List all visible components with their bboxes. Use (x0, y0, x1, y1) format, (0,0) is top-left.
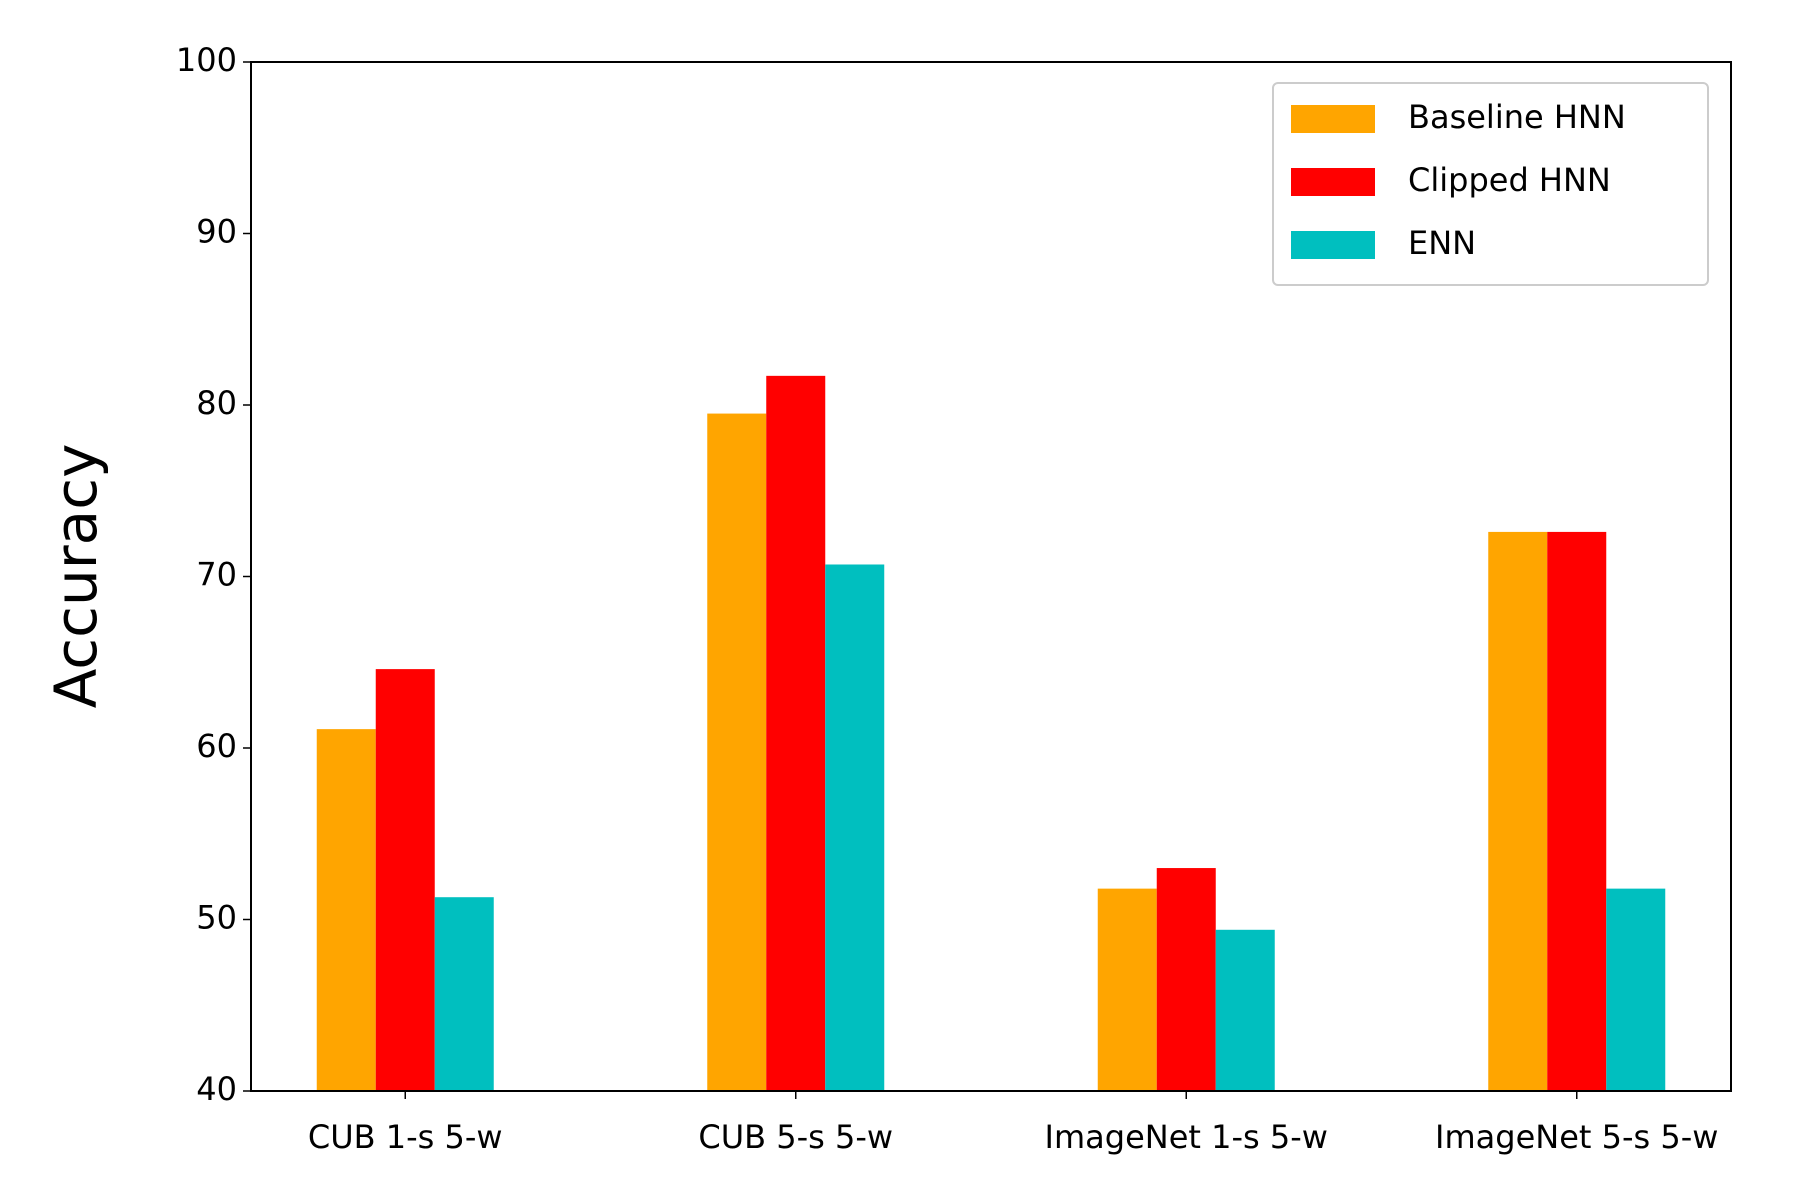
y-tick-label: 40 (196, 1070, 237, 1108)
y-tick-label: 100 (176, 41, 237, 79)
legend-label: Clipped HNN (1408, 161, 1611, 199)
bar (375, 669, 435, 1091)
legend-swatch (1291, 105, 1375, 133)
bar (316, 729, 376, 1091)
x-tick-label: CUB 1-s 5-w (308, 1118, 503, 1156)
bar (1606, 888, 1666, 1091)
bar (1156, 868, 1216, 1091)
x-tick-label: ImageNet 1-s 5-w (1045, 1118, 1328, 1156)
bar (707, 413, 767, 1091)
x-tick-label: ImageNet 5-s 5-w (1435, 1118, 1718, 1156)
y-tick-label: 90 (196, 213, 237, 251)
y-tick-label: 70 (196, 556, 237, 594)
legend-label: Baseline HNN (1408, 98, 1626, 136)
legend-box (1272, 82, 1709, 286)
legend-label: ENN (1408, 224, 1476, 262)
bar (825, 564, 885, 1091)
bar (434, 897, 494, 1091)
bar (766, 375, 826, 1092)
bar (1488, 531, 1548, 1091)
legend-swatch (1291, 168, 1375, 196)
y-tick-label: 80 (196, 384, 237, 422)
y-axis-label: Accuracy (42, 444, 110, 709)
y-tick-label: 60 (196, 727, 237, 765)
x-tick-label: CUB 5-s 5-w (698, 1118, 893, 1156)
bar (1097, 888, 1157, 1091)
bar (1547, 531, 1607, 1091)
bar (1215, 929, 1275, 1091)
plot-frame (250, 61, 1732, 1092)
legend-swatch (1291, 231, 1375, 259)
y-tick-label: 50 (196, 899, 237, 937)
